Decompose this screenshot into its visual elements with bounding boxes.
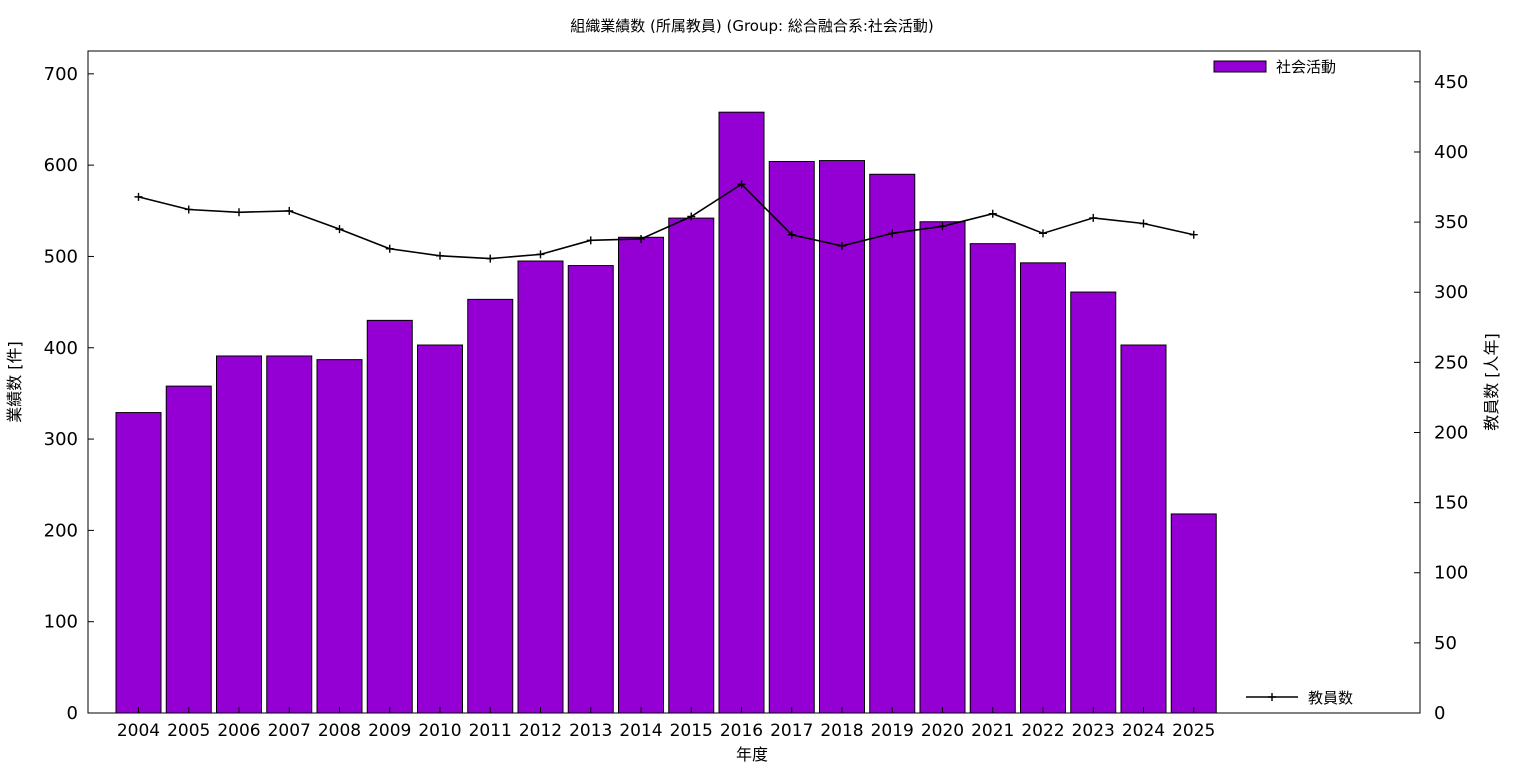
x-tick-label-2023: 2023 xyxy=(1072,721,1115,741)
x-tick-label-2019: 2019 xyxy=(871,721,914,741)
bar-2007 xyxy=(266,355,313,714)
faculty-point-2011 xyxy=(486,254,495,263)
y-tick-label-0: 0 xyxy=(67,703,78,724)
x-tick-label-2011: 2011 xyxy=(469,721,512,741)
y-axis-label: 業績数 [件] xyxy=(5,341,24,423)
y2-tick-label-150: 150 xyxy=(1434,493,1468,514)
y-tick-label-700: 700 xyxy=(44,64,78,85)
bar-2015 xyxy=(668,217,715,714)
faculty-point-2014 xyxy=(637,234,645,243)
legend-label-bar: 社会活動 xyxy=(1276,58,1336,76)
bar-2019 xyxy=(869,173,916,714)
faculty-line xyxy=(138,183,1194,260)
x-tick-label-2007: 2007 xyxy=(268,721,311,741)
x-tick-label-2010: 2010 xyxy=(418,721,461,741)
x-tick-label-2015: 2015 xyxy=(670,721,713,741)
bar-2011 xyxy=(467,298,514,714)
x-tick-label-2017: 2017 xyxy=(770,721,813,741)
chart-title: 組織業績数 (所属教員) (Group: 総合融合系:社会活動) xyxy=(570,17,934,35)
y2-tick-label-250: 250 xyxy=(1434,352,1468,373)
bar-2004 xyxy=(115,412,162,714)
bar-2024 xyxy=(1120,344,1167,714)
faculty-point-2018 xyxy=(838,241,846,250)
faculty-point-2004 xyxy=(134,192,143,201)
x-tick-label-2018: 2018 xyxy=(820,721,863,741)
y-tick-label-200: 200 xyxy=(44,520,78,541)
x-tick-label-2025: 2025 xyxy=(1172,721,1215,741)
x-tick-label-2004: 2004 xyxy=(117,721,160,741)
x-tick-label-2005: 2005 xyxy=(167,721,210,741)
faculty-point-2009 xyxy=(385,244,394,253)
bar-2025 xyxy=(1170,513,1217,714)
bar-2012 xyxy=(517,260,564,714)
bar-2017 xyxy=(768,160,815,714)
bar-2023 xyxy=(1070,291,1117,714)
ticks-layer: 0 100 200 300 400 500 600 700 0 50 100 150 200 250 300… xyxy=(44,64,1469,741)
line-layer xyxy=(134,180,1198,263)
legend-label-line: 教員数 xyxy=(1308,689,1353,707)
faculty-point-2020 xyxy=(938,222,947,231)
faculty-point-2015 xyxy=(687,212,696,221)
y-tick-label-500: 500 xyxy=(44,246,78,267)
x-tick-label-2024: 2024 xyxy=(1122,721,1165,741)
faculty-point-2010 xyxy=(436,251,444,260)
bar-2008 xyxy=(316,359,363,714)
y2-tick-label-400: 400 xyxy=(1434,142,1468,163)
faculty-point-2024 xyxy=(1139,219,1148,228)
bar-2009 xyxy=(366,319,413,714)
x-tick-label-2014: 2014 xyxy=(619,721,662,741)
x-tick-label-2021: 2021 xyxy=(971,721,1014,741)
y-tick-label-600: 600 xyxy=(44,155,78,176)
y2-tick-label-350: 350 xyxy=(1434,212,1468,233)
faculty-point-2013 xyxy=(586,236,595,245)
legend-swatch-bar xyxy=(1213,60,1267,73)
y2-axis-label: 教員数 [人年] xyxy=(1482,333,1501,431)
faculty-point-2005 xyxy=(184,205,193,214)
faculty-point-2007 xyxy=(285,206,294,215)
bar-2006 xyxy=(216,355,262,714)
faculty-point-2021 xyxy=(988,209,997,218)
y2-tick-label-50: 50 xyxy=(1434,633,1457,654)
y2-tick-label-300: 300 xyxy=(1434,282,1468,303)
faculty-point-2023 xyxy=(1089,213,1098,222)
x-tick-label-2020: 2020 xyxy=(921,721,964,741)
bar-2021 xyxy=(969,243,1016,714)
x-tick-label-2016: 2016 xyxy=(720,721,763,741)
faculty-point-2022 xyxy=(1039,229,1047,238)
y2-tick-label-450: 450 xyxy=(1434,72,1468,93)
faculty-point-2012 xyxy=(536,250,545,259)
bar-2020 xyxy=(919,221,966,714)
bars-layer xyxy=(115,111,1217,714)
y-tick-label-300: 300 xyxy=(44,429,78,450)
plot-frame xyxy=(87,50,1421,714)
bar-2016 xyxy=(718,111,765,714)
bar-2010 xyxy=(417,344,463,714)
bar-2018 xyxy=(819,160,865,714)
bar-2005 xyxy=(165,385,212,714)
x-tick-label-2009: 2009 xyxy=(368,721,411,741)
x-axis-label: 年度 xyxy=(736,745,768,764)
faculty-point-2017 xyxy=(787,230,796,239)
x-tick-label-2022: 2022 xyxy=(1021,721,1064,741)
bar-2022 xyxy=(1020,262,1066,714)
y-tick-label-100: 100 xyxy=(44,612,78,633)
faculty-point-2016 xyxy=(737,180,746,189)
x-tick-label-2008: 2008 xyxy=(318,721,361,741)
x-tick-label-2013: 2013 xyxy=(569,721,612,741)
y2-tick-label-100: 100 xyxy=(1434,563,1468,584)
y2-tick-label-0: 0 xyxy=(1434,703,1445,724)
x-tick-label-2012: 2012 xyxy=(519,721,562,741)
faculty-point-2008 xyxy=(335,225,344,234)
bar-2013 xyxy=(567,265,614,714)
y2-tick-label-200: 200 xyxy=(1434,422,1468,443)
bar-2014 xyxy=(618,236,664,714)
y-tick-label-400: 400 xyxy=(44,338,78,359)
faculty-point-2025 xyxy=(1189,230,1198,239)
legend-swatch-marker xyxy=(1268,693,1276,701)
faculty-point-2006 xyxy=(235,208,243,217)
faculty-point-2019 xyxy=(888,229,897,238)
x-tick-label-2006: 2006 xyxy=(217,721,260,741)
